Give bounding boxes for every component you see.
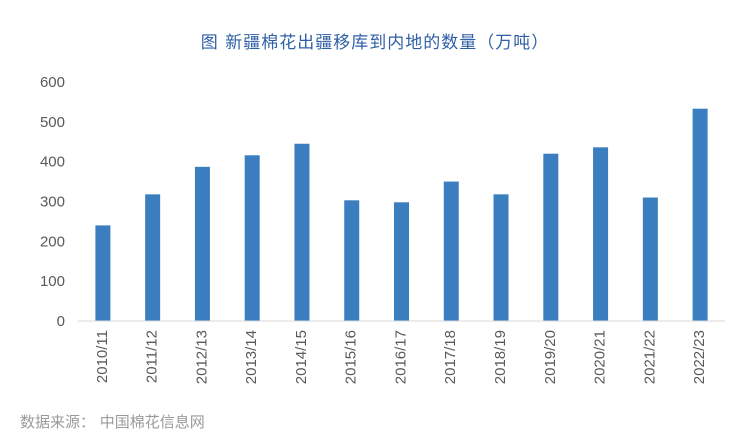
bar-2020-21 [593, 147, 609, 321]
x-tick-label: 2022/23 [691, 330, 708, 384]
x-tick-label: 2019/20 [542, 330, 559, 384]
bar-2018-19 [493, 194, 509, 321]
x-tick-label: 2010/11 [94, 330, 111, 383]
bars [95, 108, 708, 322]
x-tick-label: 2013/14 [243, 330, 260, 384]
x-tick-label: 2015/16 [343, 330, 360, 384]
y-tick-label: 100 [40, 273, 65, 290]
bar-2021-22 [642, 197, 658, 321]
bar-2015-16 [344, 200, 360, 321]
bar-2011-12 [145, 194, 161, 321]
x-tick-label: 2017/18 [442, 330, 459, 384]
bar-2013-14 [244, 155, 260, 321]
bar-2010-11 [95, 225, 111, 321]
bar-2014-15 [294, 143, 310, 321]
y-axis: 0 100 200 300 400 500 600 [40, 74, 65, 330]
x-tick-label: 2018/19 [492, 330, 509, 384]
y-tick-label: 400 [40, 154, 65, 171]
y-tick-label: 500 [40, 114, 65, 131]
y-tick-label: 0 [57, 313, 65, 330]
bar-2017-18 [443, 181, 459, 321]
source-note: 数据来源： 中国棉花信息网 [20, 413, 205, 431]
y-tick-label: 200 [40, 233, 65, 250]
bar-2012-13 [194, 166, 210, 321]
x-tick-label: 2020/21 [592, 330, 609, 384]
x-tick-label: 2014/15 [293, 330, 310, 384]
x-tick-label: 2021/22 [641, 330, 658, 384]
y-tick-label: 300 [40, 194, 65, 211]
x-tick-label: 2016/17 [392, 330, 409, 384]
x-axis: 2010/11 2011/12 2012/13 2013/14 2014/15 2015/… [78, 320, 725, 384]
x-tick-label: 2011/12 [144, 330, 161, 383]
x-tick-label: 2012/13 [193, 330, 210, 384]
bar-2022-23 [692, 108, 708, 322]
bar-2019-20 [543, 153, 559, 321]
bar-2016-17 [394, 202, 409, 321]
chart-title: 图 新疆棉花出疆移库到内地的数量（万吨） [200, 33, 550, 53]
y-tick-label: 600 [40, 74, 65, 91]
